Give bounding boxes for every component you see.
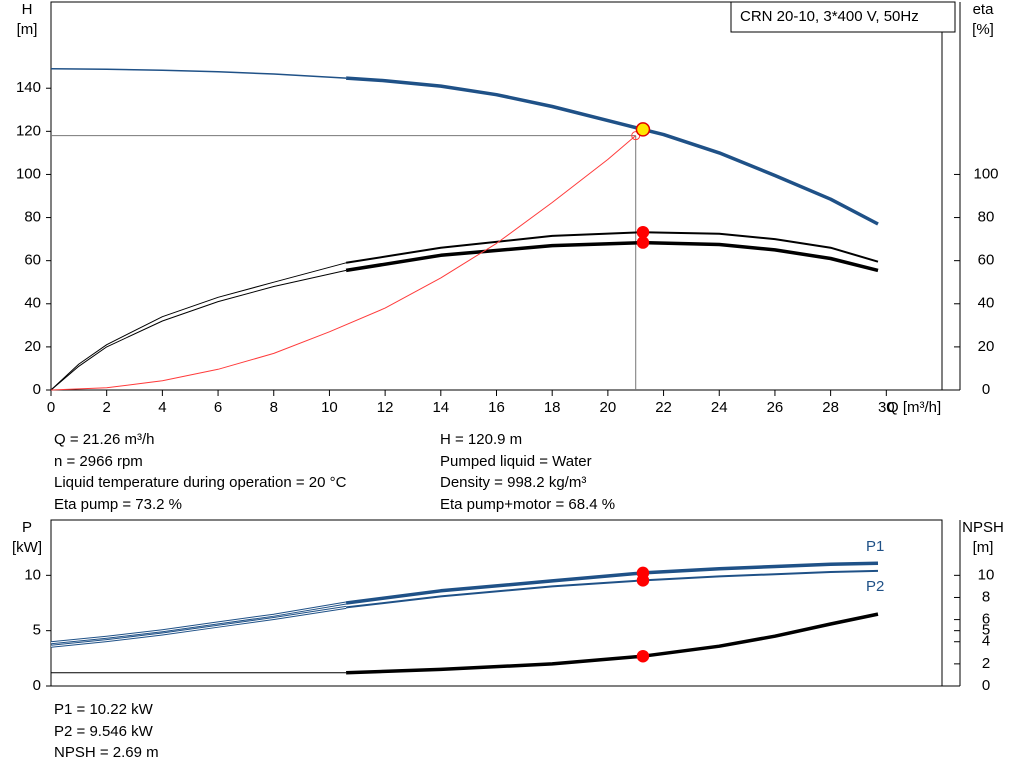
info-line: Eta pump = 73.2 % [54,495,182,513]
y-axis-unit: [m] [17,21,38,38]
info-line: Eta pump+motor = 68.4 % [440,495,616,513]
info-left: Q = 21.26 m³/h n = 2966 rpm Liquid tempera… [54,429,346,515]
y2-axis-unit: [m] [973,539,994,556]
info-line: H = 120.9 m [440,431,523,448]
x-tick-label: 0 [47,399,55,416]
y-tick-label: 0 [33,381,41,398]
curve [50,68,347,79]
x-tick-label: 10 [321,399,338,416]
y-tick-label: 60 [24,252,41,269]
x-tick-label: 18 [544,399,561,416]
x-tick-label: 30 [878,399,895,416]
x-tick-label: 8 [270,399,278,416]
y-tick-label: 120 [16,122,41,139]
y2-tick-label: 0 [982,677,990,694]
y-axis-label: H [22,1,33,18]
y-tick-label: 80 [24,209,41,226]
y2-tick-label: 80 [978,209,995,226]
curve [345,240,879,273]
y2-tick-label: 100 [973,165,998,182]
y2-axis-label: eta [973,1,995,18]
y-tick-label: 10 [24,566,41,583]
curve [50,601,347,645]
x-tick-label: 14 [432,399,449,416]
curve [50,135,637,391]
info-right: H = 120.9 m Pumped liquid = Water Density … [440,429,615,515]
y-tick-label: 40 [24,295,41,312]
x-tick-label: 12 [377,399,394,416]
curve [346,612,879,675]
x-tick-label: 2 [103,399,111,416]
x-axis-label: Q [m³/h] [887,399,941,416]
info-line: Pumped liquid = Water [440,452,592,470]
x-tick-label: 22 [655,399,672,416]
x-tick-label: 26 [767,399,784,416]
y2-axis-label: NPSH [962,519,1004,536]
info-line: P1 = 10.22 kW [54,701,153,718]
info-line: n = 2966 rpm [54,452,143,470]
y2-tick-label: 4 [982,633,990,650]
operating-point [636,236,650,249]
y2-tick-label: 2 [982,655,990,672]
curve [345,231,879,264]
info-line: NPSH = 2.69 m [54,744,159,761]
curve [345,561,879,605]
info-line: Q = 21.26 m³/h [54,431,155,448]
y2-tick-label: 8 [982,588,990,605]
y2-tick-label: 60 [978,252,995,269]
plot-frame [50,519,943,687]
info-line: Liquid temperature during operation = 20… [54,474,347,491]
curve-inner [50,606,347,647]
y-axis-unit: [kW] [12,539,42,556]
chart-title: CRN 20-10, 3*400 V, 50Hz [740,8,919,25]
curve-inner [50,602,347,644]
y-axis-label: P [22,519,32,536]
y2-tick-label: 6 [982,611,990,628]
info-bottom: P1 = 10.22 kW P2 = 9.546 kW NPSH = 2.69 m [54,699,159,764]
y-tick-label: 140 [16,79,41,96]
x-tick-label: 28 [822,399,839,416]
y-tick-label: 100 [16,165,41,182]
plot-frame [50,1,943,391]
title-box [730,1,956,33]
y-tick-label: 20 [24,338,41,355]
curve [50,269,347,391]
curve [345,569,879,609]
operating-point [635,122,651,137]
x-tick-label: 20 [600,399,617,416]
y2-axis-unit: [%] [972,21,994,38]
x-tick-label: 4 [158,399,166,416]
x-tick-label: 16 [488,399,505,416]
curve [345,76,879,226]
y2-tick-label: 40 [978,295,995,312]
operating-point [636,649,650,663]
y2-tick-label: 0 [982,381,990,398]
series-label: P1 [866,538,884,555]
y-tick-label: 5 [33,622,41,639]
y2-tick-label: 10 [978,566,995,583]
y2-tick-label: 5 [982,622,990,639]
series-label: P2 [866,578,884,595]
operating-point [636,574,650,587]
y-tick-label: 0 [33,677,41,694]
x-tick-label: 24 [711,399,728,416]
info-line: Density = 998.2 kg/m³ [440,474,587,491]
x-tick-label: 6 [214,399,222,416]
y2-tick-label: 20 [978,338,995,355]
operating-point [636,225,650,239]
curve [50,262,347,391]
info-line: P2 = 9.546 kW [54,722,153,740]
